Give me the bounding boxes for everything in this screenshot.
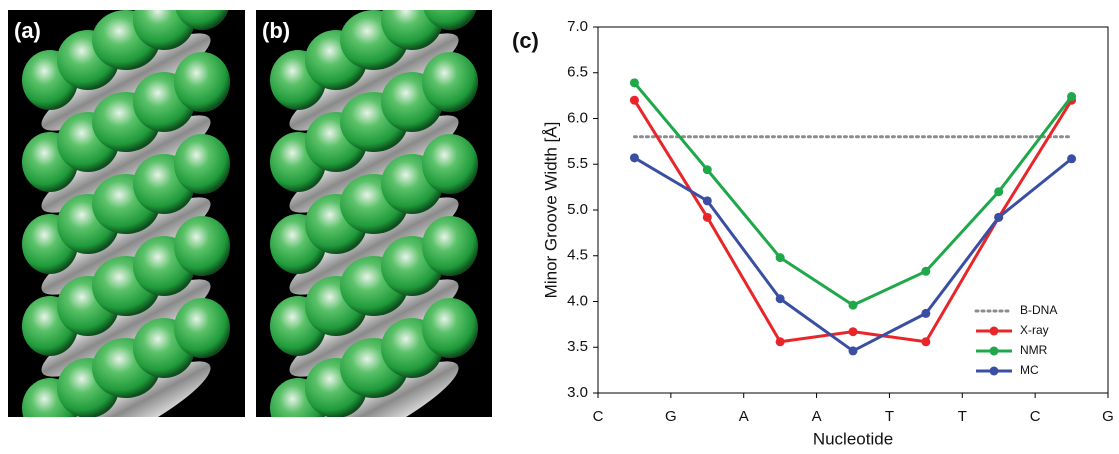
data-point: [703, 165, 712, 174]
panel-label: (a): [14, 18, 41, 43]
panel-label: (b): [262, 18, 290, 43]
data-point: [776, 337, 785, 346]
data-point: [1067, 154, 1076, 163]
data-point: [849, 301, 858, 310]
data-point: [849, 327, 858, 336]
lobe: [174, 52, 230, 112]
data-point: [921, 267, 930, 276]
x-axis-title: Nucleotide: [813, 429, 893, 448]
x-tick-label: A: [812, 408, 822, 425]
y-tick-label: 4.5: [567, 247, 588, 264]
data-point: [776, 294, 785, 303]
data-point: [921, 337, 930, 346]
data-point: [630, 78, 639, 87]
data-point: [703, 196, 712, 205]
chart: 3.0 3.5 4.0 4.5 5.0 5.5 6.0 6.5 7.0 C G A A T T C G Nucle…: [541, 18, 1113, 449]
y-tick-label: 6.0: [567, 109, 588, 126]
lobe: [174, 134, 230, 194]
lobe: [174, 298, 230, 358]
y-tick-label: 7.0: [567, 18, 588, 35]
y-tick-label: 4.0: [567, 292, 588, 309]
y-tick-label: 5.5: [567, 155, 588, 172]
helix-surfaces: [22, 0, 478, 454]
lobe: [422, 298, 478, 358]
lobe: [174, 216, 230, 276]
legend-label: X-ray: [1020, 323, 1049, 337]
y-axis-title: Minor Groove Width [Å]: [541, 122, 560, 299]
legend-label: MC: [1020, 363, 1039, 377]
x-tick-label: T: [885, 408, 894, 425]
x-tick-label: C: [1030, 408, 1041, 425]
y-tick-label: 6.5: [567, 64, 588, 81]
series-line: [634, 83, 1071, 305]
figure: (a) (b) (c) 3.0 3.5 4.0 4.5 5.0 5.5 6.0 6.5 7.0 C…: [0, 0, 1119, 454]
data-point: [994, 213, 1003, 222]
y-tick-label: 3.5: [567, 338, 588, 355]
legend-marker: [990, 367, 999, 376]
data-point: [776, 253, 785, 262]
x-tick-label: G: [1102, 408, 1114, 425]
x-tick-label: A: [739, 408, 749, 425]
lobe: [422, 52, 478, 112]
legend-marker: [990, 347, 999, 356]
y-tick-label: 3.0: [567, 384, 588, 401]
x-tick-label: T: [958, 408, 967, 425]
data-point: [849, 346, 858, 355]
helix: [270, 0, 478, 454]
x-tick-label: G: [665, 408, 677, 425]
data-point: [703, 213, 712, 222]
legend-marker: [990, 327, 999, 336]
data-point: [630, 153, 639, 162]
plot-frame: [598, 27, 1108, 393]
panel-label: (c): [512, 28, 539, 53]
data-point: [994, 187, 1003, 196]
data-point: [1067, 92, 1076, 101]
legend-label: B-DNA: [1020, 303, 1057, 317]
helix: [22, 0, 230, 454]
lobe: [422, 134, 478, 194]
lobe: [422, 216, 478, 276]
legend: B-DNA X-ray NMR MC: [976, 303, 1057, 377]
legend-label: NMR: [1020, 343, 1048, 357]
y-tick-label: 5.0: [567, 201, 588, 218]
series-line: [634, 158, 1071, 351]
data-point: [630, 96, 639, 105]
data-point: [921, 309, 930, 318]
x-tick-label: C: [593, 408, 604, 425]
